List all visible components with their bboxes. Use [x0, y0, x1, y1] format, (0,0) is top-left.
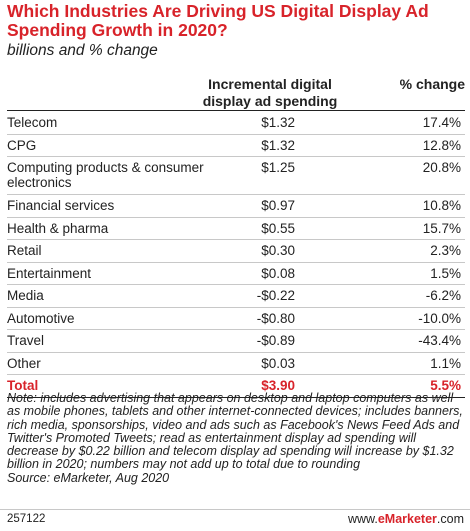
row-pct-change: 5.5% [430, 378, 461, 393]
table-row: Automotive -$0.80 -10.0% [7, 307, 465, 330]
row-pct-change: 10.8% [422, 198, 461, 213]
row-value: -$0.89 [256, 333, 295, 348]
row-pct-change: 1.5% [430, 265, 461, 281]
table-row: Other $0.03 1.1% [7, 352, 465, 375]
row-label: Media [7, 288, 44, 303]
row-label: Computing products & consumer electronic… [7, 160, 204, 190]
row-pct-change: 17.4% [422, 115, 461, 130]
column-header-incremental: Incremental digital display ad spending [202, 76, 338, 109]
row-pct-change: 15.7% [422, 220, 461, 236]
row-label: CPG [7, 137, 37, 153]
table-row: CPG $1.32 12.8% [7, 134, 465, 157]
row-label: Telecom [7, 115, 58, 130]
table-row: Travel -$0.89 -43.4% [7, 329, 465, 353]
row-label: Financial services [7, 198, 115, 213]
row-value: -$0.22 [256, 288, 295, 303]
table-row: Retail $0.30 2.3% [7, 239, 465, 263]
brand-suffix: .com [436, 512, 464, 526]
table-top-rule [7, 110, 465, 111]
row-value: -$0.80 [256, 310, 295, 326]
row-value: $0.55 [261, 220, 295, 236]
chart-subtitle: billions and % change [7, 42, 158, 59]
row-value: $1.25 [261, 160, 295, 175]
footer-rule [0, 509, 470, 510]
row-label: Retail [7, 243, 42, 258]
row-label: Other [7, 355, 41, 371]
row-value: $0.03 [261, 355, 295, 371]
column-header-pct-change: % change [399, 76, 465, 92]
brand-logo: www.eMarketer.com [348, 512, 464, 526]
row-label: Total [7, 378, 39, 393]
row-value: $0.30 [261, 243, 295, 258]
row-pct-change: -43.4% [418, 333, 461, 348]
row-pct-change: 12.8% [422, 137, 461, 153]
row-value: $0.08 [261, 265, 295, 281]
row-value: $1.32 [261, 137, 295, 153]
table-row: Telecom $1.32 17.4% [7, 111, 465, 135]
source-text: Source: eMarketer, Aug 2020 [7, 470, 170, 485]
brand-prefix: www. [347, 512, 378, 526]
row-label: Automotive [7, 310, 75, 326]
row-label: Travel [7, 333, 45, 348]
table-row: Entertainment $0.08 1.5% [7, 262, 465, 285]
table-row: Computing products & consumer electronic… [7, 156, 465, 195]
note-block: Note: includes advertising that appears … [7, 391, 467, 485]
table-row: Media -$0.22 -6.2% [7, 284, 465, 308]
row-pct-change: 20.8% [422, 160, 461, 175]
row-value: $3.90 [261, 378, 295, 393]
row-label: Health & pharma [7, 220, 109, 236]
table-row: Financial services $0.97 10.8% [7, 194, 465, 218]
note-text: Note: includes advertising that appears … [7, 391, 463, 472]
brand-name: eMarketer [377, 512, 437, 526]
row-label: Entertainment [7, 265, 92, 281]
table-total-row: Total $3.90 5.5% [7, 374, 465, 398]
row-pct-change: -6.2% [425, 288, 461, 303]
chart-title: Which Industries Are Driving US Digital … [7, 1, 429, 40]
chart-id: 257122 [7, 513, 46, 525]
row-pct-change: -10.0% [418, 310, 461, 326]
row-value: $0.97 [261, 198, 295, 213]
row-pct-change: 2.3% [430, 243, 461, 258]
row-pct-change: 1.1% [430, 355, 461, 371]
table-row: Health & pharma $0.55 15.7% [7, 217, 465, 240]
row-value: $1.32 [261, 115, 295, 130]
